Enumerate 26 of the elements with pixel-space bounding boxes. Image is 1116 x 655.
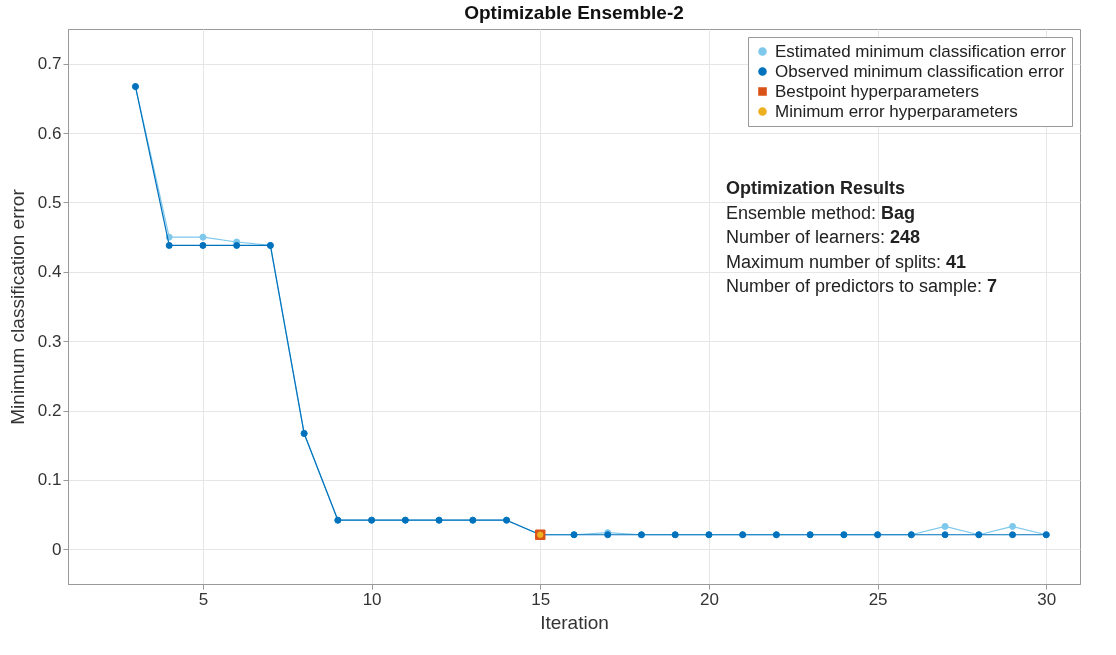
y-tick-label: 0.2: [37, 401, 62, 421]
legend-label: Minimum error hyperparameters: [775, 101, 1018, 121]
annotation: Number of learners: 248: [726, 226, 922, 249]
y-tick-label: 0.3: [37, 331, 62, 351]
annotation: Maximum number of splits: 41: [726, 250, 968, 274]
y-tick-label: 0.1: [37, 470, 62, 490]
legend-label: Observed minimum classification error: [775, 61, 1065, 81]
y-tick-label: 0.4: [37, 262, 62, 282]
y-tick-label: 0.5: [37, 192, 62, 212]
y-tick-label: 0: [52, 539, 62, 559]
x-tick-label: 15: [531, 589, 551, 609]
y-axis-title: Minimum classification error: [6, 188, 28, 425]
chart-title: Optimizable Ensemble-2: [464, 2, 684, 23]
y-tick-label: 0.7: [37, 54, 62, 74]
x-tick-label: 25: [868, 589, 888, 609]
y-tick-label: 0.6: [37, 123, 62, 143]
annotation: Number of predictors to sample: 7: [726, 275, 998, 298]
legend-label: Estimated minimum classification error: [775, 41, 1067, 61]
annotation: Ensemble method: Bag: [726, 201, 917, 225]
x-axis-title: Iteration: [540, 611, 609, 633]
annotation: Optimization Results: [726, 178, 906, 198]
x-tick-label: 30: [1037, 589, 1057, 609]
x-tick-label: 5: [198, 589, 209, 609]
legend-label: Bestpoint hyperparameters: [775, 81, 980, 101]
x-tick-label: 20: [699, 589, 719, 609]
x-tick-label: 10: [362, 589, 382, 609]
